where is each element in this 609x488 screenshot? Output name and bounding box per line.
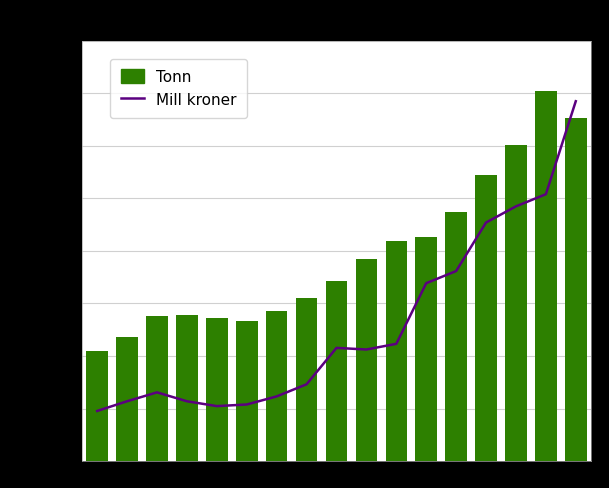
Bar <box>206 319 228 461</box>
Bar <box>146 317 167 461</box>
Bar <box>445 213 467 461</box>
Bar <box>565 119 586 461</box>
Bar <box>356 260 377 461</box>
Bar <box>475 176 497 461</box>
Bar <box>505 145 527 461</box>
Bar <box>266 312 287 461</box>
Bar <box>296 298 317 461</box>
Bar <box>326 282 347 461</box>
Bar <box>385 241 407 461</box>
Bar <box>415 238 437 461</box>
Bar <box>86 351 108 461</box>
Bar <box>116 337 138 461</box>
Bar <box>535 92 557 461</box>
Legend: Tonn, Mill kroner: Tonn, Mill kroner <box>110 60 247 119</box>
Bar <box>176 315 198 461</box>
Bar <box>236 322 258 461</box>
